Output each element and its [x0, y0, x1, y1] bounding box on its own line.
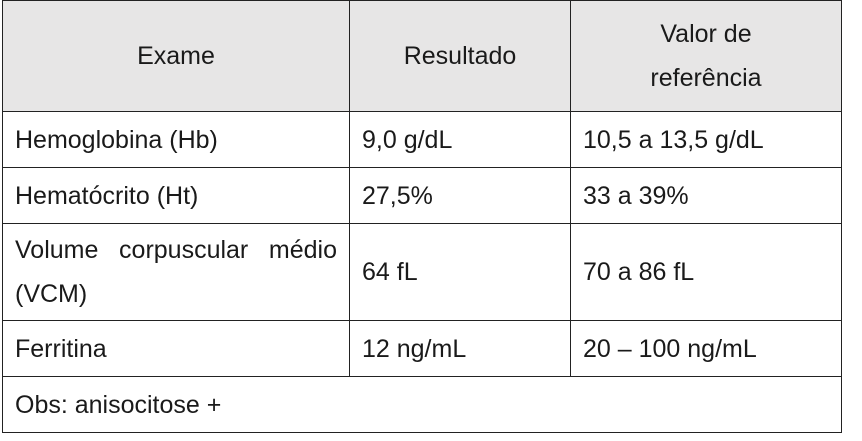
cell: 64 fL: [349, 223, 571, 321]
cell: 27,5%: [349, 167, 571, 224]
cell: Hemoglobina (Hb): [2, 111, 350, 168]
cell: 10,5 a 13,5 g/dL: [570, 111, 842, 168]
header-text: Valor de referência: [650, 20, 762, 92]
cell: Volume corpuscular médio (VCM): [2, 223, 350, 321]
note-row: Obs: anisocitose +: [2, 376, 842, 433]
header-cell: Valor de referência: [570, 0, 842, 112]
header-row: Exame Resultado Valor de referência: [2, 0, 842, 112]
cell: 20 – 100 ng/mL: [570, 320, 842, 377]
exam-table: Exame Resultado Valor de referência Hemo…: [2, 0, 842, 433]
row: Hemoglobina (Hb) 9,0 g/dL 10,5 a 13,5 g/…: [2, 111, 842, 168]
header-cell: Exame: [2, 0, 350, 112]
row: Hematócrito (Ht) 27,5% 33 a 39%: [2, 167, 842, 224]
note: Obs: anisocitose +: [2, 376, 842, 433]
cell: Hematócrito (Ht): [2, 167, 350, 224]
row: Ferritina 12 ng/mL 20 – 100 ng/mL: [2, 320, 842, 377]
cell: 12 ng/mL: [349, 320, 571, 377]
row: Volume corpuscular médio (VCM) 64 fL 70 …: [2, 223, 842, 321]
cell: Ferritina: [2, 320, 350, 377]
cell: 9,0 g/dL: [349, 111, 571, 168]
cell: 70 a 86 fL: [570, 223, 842, 321]
cell: 33 a 39%: [570, 167, 842, 224]
header-cell: Resultado: [349, 0, 571, 112]
